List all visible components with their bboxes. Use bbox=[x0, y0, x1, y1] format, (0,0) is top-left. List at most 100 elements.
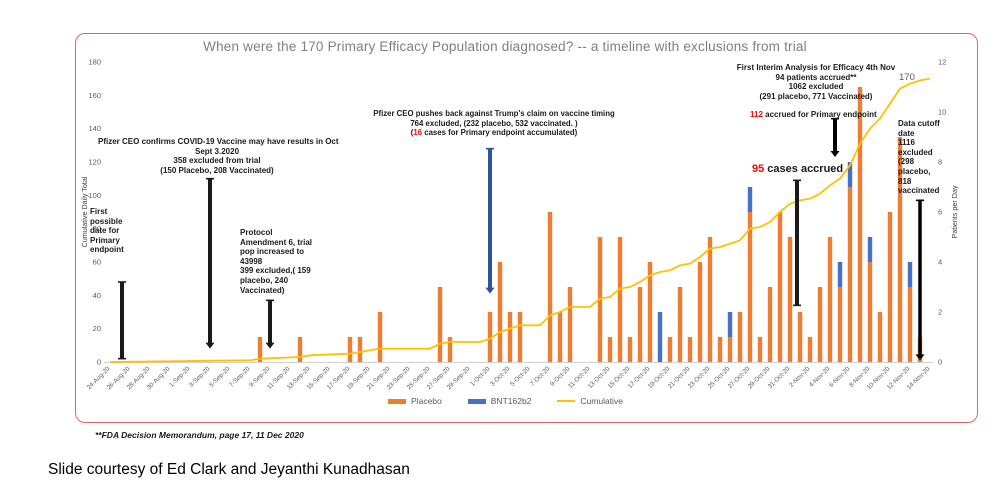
annotation-line: Data cutoff bbox=[898, 119, 940, 128]
legend-item-cumulative: Cumulative bbox=[557, 396, 623, 406]
bnt162b2-bar bbox=[907, 262, 913, 287]
text-part: cases accrued bbox=[764, 163, 844, 175]
x-axis-tick-label: 7-Oct-20 bbox=[529, 365, 552, 388]
legend-item-placebo: Placebo bbox=[388, 396, 442, 406]
x-axis-tick-label: 3-Oct-20 bbox=[489, 365, 512, 388]
placebo-bar bbox=[877, 312, 883, 362]
placebo-bar bbox=[667, 337, 673, 362]
annotation-line: placebo, 240 bbox=[240, 275, 289, 285]
left-axis-tick-label: 100 bbox=[88, 191, 101, 200]
left-axis-tick-label: 60 bbox=[93, 258, 101, 267]
efficacy-timeline-chart: 0 20 40 60 80 100 120 140 160 180 0 2 4 6 8 10 12 Cumulat… bbox=[80, 58, 959, 392]
placebo-bar bbox=[547, 212, 553, 362]
annotation-line: (298 bbox=[898, 157, 915, 167]
placebo-bar bbox=[377, 312, 383, 362]
chart-frame bbox=[75, 33, 978, 423]
placebo-bar bbox=[787, 237, 793, 362]
placebo-bar bbox=[767, 287, 773, 362]
x-axis-tick-label: 31-Oct-20 bbox=[767, 365, 792, 390]
cumulative-line-swatch-icon bbox=[557, 400, 576, 402]
arrow-head-icon bbox=[830, 151, 840, 157]
annotation-line: 358 excluded from trial bbox=[173, 156, 261, 166]
legend-label-placebo: Placebo bbox=[411, 396, 442, 406]
chart-title: When were the 170 Primary Efficacy Popul… bbox=[203, 39, 807, 54]
right-axis-tick-label: 2 bbox=[938, 308, 942, 317]
annotation-line: (16 cases for Primary endpoint accumulat… bbox=[358, 128, 630, 138]
placebo-bar bbox=[437, 287, 443, 362]
left-axis-tick-label: 120 bbox=[88, 158, 101, 167]
annotation-line: endpoint bbox=[90, 245, 124, 255]
placebo-bar bbox=[867, 262, 873, 362]
annotation-pushback: Pfizer CEO pushes back against Trump's c… bbox=[358, 109, 630, 138]
placebo-bar bbox=[897, 137, 903, 362]
right-axis-tick-label: 10 bbox=[938, 108, 946, 117]
annotation-112-accrued: 112 accrued for Primary endpoint bbox=[750, 110, 877, 120]
placebo-bar bbox=[557, 312, 563, 362]
placebo-bar bbox=[747, 212, 753, 362]
placebo-bar bbox=[757, 337, 763, 362]
bnt162b2-bar bbox=[747, 187, 753, 212]
placebo-bar bbox=[777, 212, 783, 362]
placebo-bar bbox=[837, 287, 843, 362]
placebo-bar bbox=[347, 337, 353, 362]
placebo-bar bbox=[817, 287, 823, 362]
placebo-bar bbox=[507, 312, 513, 362]
legend-label-cumulative: Cumulative bbox=[580, 396, 623, 406]
placebo-bar bbox=[737, 312, 743, 362]
annotation-first-possible-date: First possible date for Primary endpoint bbox=[90, 207, 150, 255]
annotation-line: (150 Placebo, 208 Vaccinated) bbox=[160, 165, 274, 175]
annotation-line: 1116 bbox=[898, 138, 915, 148]
left-axis-tick-label: 0 bbox=[97, 358, 101, 367]
right-axis-tick-label: 12 bbox=[938, 58, 946, 67]
annotation-line: Vaccinated) bbox=[240, 285, 285, 295]
placebo-bar bbox=[707, 237, 713, 362]
annotation-line: Pfizer CEO confirms COVID-19 Vaccine may… bbox=[98, 137, 339, 146]
bnt162b2-bar bbox=[867, 237, 873, 262]
slide-caption: Slide courtesy of Ed Clark and Jeyanthi … bbox=[48, 461, 410, 478]
placebo-bar bbox=[567, 287, 573, 362]
placebo-bar bbox=[697, 262, 703, 362]
annotation-protocol-amendment: Protocol Amendment 6, trial pop increase… bbox=[240, 228, 340, 295]
annotation-data-cutoff: Data cutoff date 1116 excluded (298 plac… bbox=[898, 119, 950, 196]
placebo-bar bbox=[637, 287, 643, 362]
placebo-bar bbox=[647, 262, 653, 362]
right-axis-tick-label: 6 bbox=[938, 208, 942, 217]
left-axis-tick-label: 140 bbox=[88, 124, 101, 133]
annotation-line: First Interim Analysis for Efficacy 4th … bbox=[736, 63, 896, 72]
text-part: cases for Primary endpoint accumulated) bbox=[422, 128, 578, 138]
placebo-bar bbox=[497, 262, 503, 362]
highlight-16: 16 bbox=[413, 128, 423, 138]
annotation-line: Sept 3.2020 bbox=[194, 146, 240, 156]
annotation-line: date bbox=[898, 128, 915, 138]
bnt162b2-bar bbox=[727, 312, 733, 337]
annotation-line: Pfizer CEO pushes back against Trump's c… bbox=[373, 109, 615, 118]
arrow-head-icon bbox=[915, 354, 925, 361]
left-axis-tick-label: 80 bbox=[93, 224, 101, 233]
arrow-head-icon bbox=[485, 287, 495, 294]
annotation-line: Primary bbox=[90, 235, 120, 245]
arrow-head-icon bbox=[205, 342, 215, 349]
placebo-bar bbox=[807, 337, 813, 362]
placebo-bar bbox=[727, 337, 733, 362]
bnt162b2-swatch-icon bbox=[467, 398, 486, 404]
text-part: ( bbox=[410, 128, 414, 138]
bnt162b2-bar bbox=[847, 162, 853, 187]
text-part: accrued for Primary endpoint bbox=[762, 110, 877, 119]
left-axis-tick-label: 20 bbox=[93, 324, 101, 333]
placebo-bar bbox=[617, 237, 623, 362]
bnt162b2-bar bbox=[657, 312, 663, 362]
placebo-bar bbox=[517, 312, 523, 362]
right-axis-tick-label: 8 bbox=[938, 158, 942, 167]
chart-legend: Placebo BNT162b2 Cumulative bbox=[78, 396, 933, 406]
placebo-bar bbox=[847, 187, 853, 362]
annotation-line: 1062 excluded bbox=[788, 82, 844, 92]
annotation-line: vaccinated bbox=[898, 186, 940, 196]
placebo-bar bbox=[357, 337, 363, 362]
right-axis-title: Patients per Day bbox=[950, 185, 959, 239]
annotation-line: 399 excluded,( 159 bbox=[240, 266, 311, 276]
highlight-112: 112 bbox=[750, 110, 763, 119]
placebo-bar bbox=[627, 337, 633, 362]
legend-label-bnt162b2: BNT162b2 bbox=[490, 396, 532, 406]
annotation-line: (291 placebo, 771 Vaccinated) bbox=[759, 91, 873, 101]
